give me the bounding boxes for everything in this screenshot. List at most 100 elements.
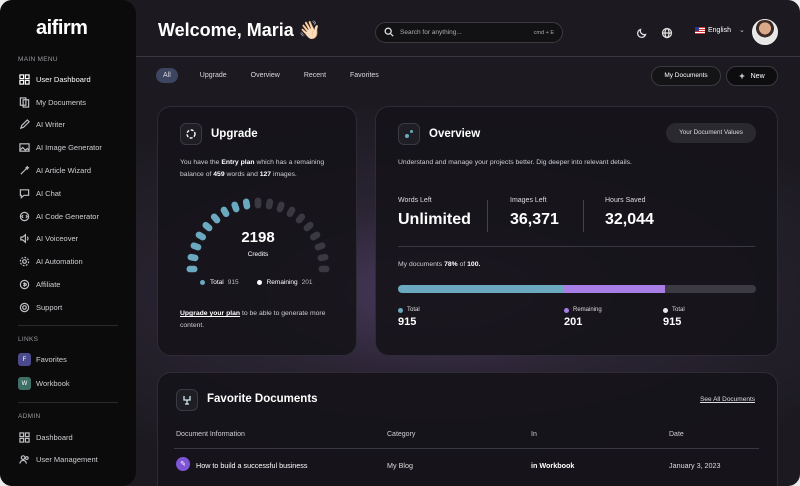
sidebar-item-ai-code-generator[interactable]: AI Code Generator — [18, 205, 136, 228]
documents-progress-bar — [398, 285, 756, 293]
stat-hours-saved: Hours Saved 32,044 — [605, 197, 654, 228]
affiliate-icon — [18, 279, 30, 291]
sidebar-item-label: Favorites — [36, 355, 67, 365]
gauge-segment — [187, 253, 199, 262]
sidebar-item-ai-automation[interactable]: AI Automation — [18, 250, 136, 273]
search-icon — [384, 24, 394, 42]
sidebar-item-dashboard[interactable]: Dashboard — [18, 426, 136, 449]
gauge-segment — [317, 253, 329, 262]
sidebar-item-ai-article-wizard[interactable]: AI Article Wizard — [18, 159, 136, 182]
globe-icon[interactable] — [661, 26, 673, 39]
new-button[interactable]: + New — [726, 66, 778, 86]
row-category: My Blog — [387, 461, 413, 470]
avatar[interactable] — [752, 19, 778, 45]
tab-upgrade[interactable]: Upgrade — [199, 72, 227, 79]
upgrade-description: You have the Entry plan which has a rema… — [180, 159, 325, 178]
sidebar-link-favorites[interactable]: F Favorites — [18, 348, 136, 372]
stat-words-left: Words Left Unlimited — [398, 197, 471, 228]
legend-total-value: 915 — [227, 279, 239, 286]
sidebar-item-support[interactable]: Support — [18, 296, 136, 319]
upgrade-plan-link[interactable]: Upgrade your plan — [180, 310, 241, 317]
sidebar-item-label: AI Chat — [36, 188, 62, 198]
gauge-segment — [186, 265, 198, 273]
progress-segment-remaining — [564, 285, 665, 293]
sidebar-link-workbook[interactable]: W Workbook — [18, 372, 136, 396]
tab-favorites[interactable]: Favorites — [350, 72, 379, 79]
stat-divider — [583, 200, 584, 232]
progress-legend-total: Total 915 — [398, 307, 420, 328]
link-badge: W — [18, 377, 31, 391]
writer-icon — [18, 119, 30, 131]
sidebar-item-user-management[interactable]: User Management — [18, 449, 136, 472]
admin-title: ADMIN — [18, 412, 41, 420]
column-date[interactable]: Date — [669, 431, 684, 438]
gauge-segment — [190, 242, 202, 251]
tab-all[interactable]: All — [156, 68, 178, 83]
language-label: English — [708, 26, 731, 34]
overview-description: Understand and manage your projects bett… — [398, 159, 632, 166]
sidebar-item-label: My Documents — [36, 97, 87, 107]
language-selector[interactable]: English ⌄ — [695, 26, 745, 34]
gauge-segment — [265, 198, 274, 210]
column-category[interactable]: Category — [387, 431, 416, 438]
dashboard-icon — [18, 73, 30, 85]
see-all-documents-link[interactable]: See All Documents — [700, 396, 755, 403]
gauge-segment — [210, 213, 221, 224]
legend-remaining-label: Remaining — [266, 279, 298, 286]
voiceover-icon — [18, 233, 30, 245]
row-document-name[interactable]: How to build a successful business — [196, 461, 308, 470]
main-menu-title: MAIN MENU — [18, 56, 58, 63]
sidebar-item-ai-chat[interactable]: AI Chat — [18, 182, 136, 205]
plus-icon: + — [739, 71, 745, 81]
gauge-segment — [286, 206, 296, 218]
progress-legend-total-2: Total 915 — [663, 307, 685, 328]
column-in[interactable]: In — [531, 431, 537, 438]
sidebar-item-ai-voiceover[interactable]: AI Voiceover — [18, 228, 136, 251]
gauge-segment — [220, 206, 230, 218]
sidebar-item-label: Support — [36, 302, 63, 312]
row-in: in Workbook — [531, 461, 575, 470]
legend-total-dot — [200, 280, 205, 285]
sidebar-item-affiliate[interactable]: Affiliate — [18, 273, 136, 296]
gauge-segment — [309, 231, 321, 241]
legend-total-label: Total — [210, 279, 224, 286]
sidebar-divider — [18, 324, 118, 326]
sidebar: aifirm MAIN MENU User Dashboard My Docume… — [0, 0, 136, 486]
dashboard-icon — [18, 431, 30, 443]
search-shortcut: cmd + E — [533, 29, 554, 36]
gauge-segment — [242, 198, 251, 210]
sidebar-item-label: AI Automation — [36, 257, 83, 267]
sidebar-item-label: Workbook — [36, 379, 70, 389]
column-document-information[interactable]: Document Information — [176, 431, 245, 438]
image-icon — [18, 142, 30, 154]
sidebar-item-user-dashboard[interactable]: User Dashboard — [18, 68, 136, 91]
document-icon: ✎ — [176, 457, 190, 471]
progress-segment-total — [398, 285, 565, 293]
logo: aifirm — [36, 17, 88, 39]
tab-recent[interactable]: Recent — [303, 72, 327, 79]
page-title: Welcome, Maria 👋🏻 — [158, 20, 322, 40]
upgrade-card: Upgrade You have the Entry plan which ha… — [157, 106, 357, 356]
automation-icon — [18, 256, 30, 268]
table-header-divider — [174, 448, 759, 449]
gauge-segment — [318, 265, 330, 273]
search-input[interactable]: Search for anything... — [400, 29, 462, 36]
sidebar-item-my-documents[interactable]: My Documents — [18, 91, 136, 114]
stat-divider — [487, 200, 488, 232]
gauge-segment — [303, 221, 314, 232]
moon-icon[interactable] — [636, 26, 648, 38]
tab-overview[interactable]: Overview — [250, 72, 280, 79]
support-icon — [18, 301, 30, 313]
legend-remaining-value: 201 — [301, 279, 313, 286]
sidebar-item-ai-image-generator[interactable]: AI Image Generator — [18, 136, 136, 159]
gauge-segment — [314, 242, 326, 251]
document-values-button[interactable]: Your Document Values — [666, 123, 756, 143]
sidebar-item-label: AI Image Generator — [36, 143, 102, 153]
my-documents-button[interactable]: My Documents — [651, 66, 721, 86]
overview-title: Overview — [429, 128, 481, 140]
gauge-segment — [276, 201, 285, 213]
sidebar-item-ai-writer[interactable]: AI Writer — [18, 114, 136, 137]
credits-value: 2198 — [241, 229, 275, 246]
search-bar[interactable]: Search for anything... cmd + E — [375, 22, 563, 43]
